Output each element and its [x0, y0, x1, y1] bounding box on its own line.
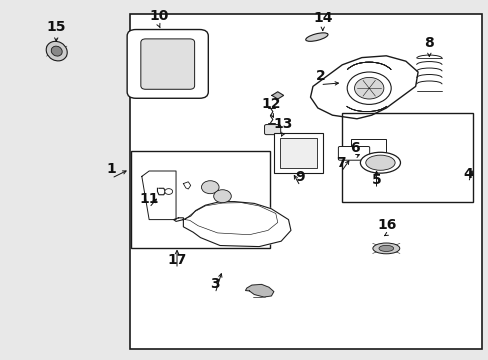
Polygon shape [142, 171, 176, 220]
Polygon shape [173, 202, 290, 247]
Text: 13: 13 [273, 117, 292, 131]
Ellipse shape [360, 152, 400, 173]
Ellipse shape [365, 155, 394, 170]
Ellipse shape [51, 46, 62, 56]
Circle shape [213, 190, 231, 203]
FancyBboxPatch shape [264, 125, 280, 135]
Circle shape [201, 181, 219, 194]
Circle shape [354, 77, 383, 99]
Text: 2: 2 [315, 69, 325, 82]
Polygon shape [245, 284, 273, 297]
Bar [279, 138, 316, 168]
FancyBboxPatch shape [141, 39, 194, 89]
Text: 1: 1 [106, 162, 116, 176]
Text: 7: 7 [336, 156, 346, 170]
Polygon shape [271, 92, 283, 99]
Bar [131, 151, 270, 248]
Bar [342, 113, 472, 202]
Text: 15: 15 [46, 20, 66, 34]
Ellipse shape [378, 246, 393, 251]
Bar [350, 139, 386, 153]
Text: 14: 14 [312, 11, 332, 25]
Polygon shape [310, 56, 417, 119]
Circle shape [164, 189, 172, 194]
Bar [129, 14, 481, 349]
Text: 8: 8 [424, 36, 433, 50]
Text: 17: 17 [167, 253, 186, 267]
Text: 6: 6 [349, 141, 359, 154]
Text: 9: 9 [295, 170, 305, 184]
Ellipse shape [46, 41, 67, 61]
Text: 4: 4 [463, 167, 472, 180]
Bar [273, 133, 322, 173]
FancyBboxPatch shape [127, 30, 208, 98]
Circle shape [346, 72, 390, 104]
Text: 11: 11 [139, 192, 159, 206]
Text: 16: 16 [377, 218, 396, 232]
FancyBboxPatch shape [338, 147, 369, 160]
Ellipse shape [305, 33, 327, 41]
Text: 10: 10 [149, 9, 168, 23]
Text: 3: 3 [210, 278, 220, 291]
Text: 12: 12 [261, 98, 281, 111]
Text: 5: 5 [371, 173, 381, 187]
Ellipse shape [372, 243, 399, 254]
